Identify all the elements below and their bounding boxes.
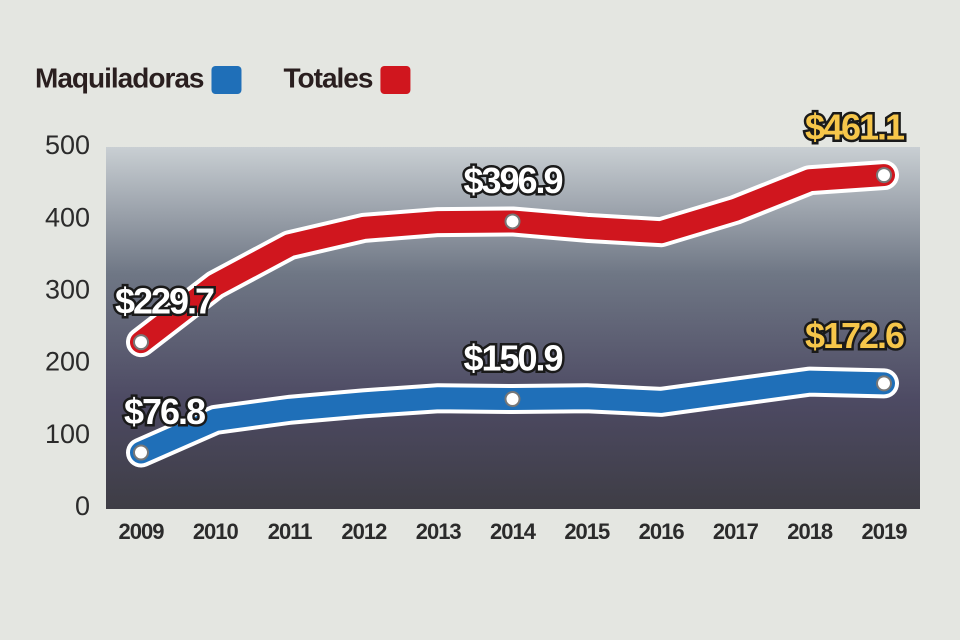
point: [876, 167, 892, 184]
y-tick-label: 500: [45, 130, 90, 160]
legend-swatch: [380, 66, 411, 94]
x-tick-label: 2013: [416, 519, 462, 544]
y-tick-label: 100: [45, 419, 90, 449]
data-label: $76.8: [124, 391, 205, 432]
point: [876, 375, 892, 392]
point: [133, 334, 149, 351]
point: [504, 391, 521, 408]
point: [133, 444, 149, 461]
y-tick-label: 0: [75, 491, 90, 521]
y-tick-label: 300: [45, 275, 90, 305]
x-tick-label: 2011: [268, 519, 312, 544]
x-tick-label: 2018: [787, 519, 833, 544]
legend-label: Maquiladoras: [35, 62, 204, 93]
x-tick-label: 2017: [713, 519, 759, 544]
x-tick-label: 2015: [564, 519, 610, 544]
x-tick-label: 2019: [862, 519, 908, 544]
y-tick-label: 400: [45, 202, 90, 232]
point: [504, 213, 521, 230]
y-tick-label: 200: [45, 347, 90, 377]
data-label: $461.1: [805, 107, 905, 148]
data-label: $150.9: [463, 338, 562, 379]
x-tick-label: 2014: [490, 519, 537, 544]
x-tick-label: 2010: [193, 519, 239, 544]
data-label: $396.9: [463, 160, 562, 201]
legend-label: Totales: [283, 62, 372, 93]
x-tick-label: 2012: [341, 519, 387, 544]
photo-backdrop: [106, 147, 920, 509]
legend: Maquiladoras Totales: [35, 62, 411, 94]
data-label: $172.6: [805, 315, 904, 356]
data-label: $229.7: [115, 281, 214, 322]
x-tick-label: 2009: [119, 519, 165, 544]
x-tick-label: 2016: [639, 519, 685, 544]
legend-swatch: [211, 66, 242, 94]
